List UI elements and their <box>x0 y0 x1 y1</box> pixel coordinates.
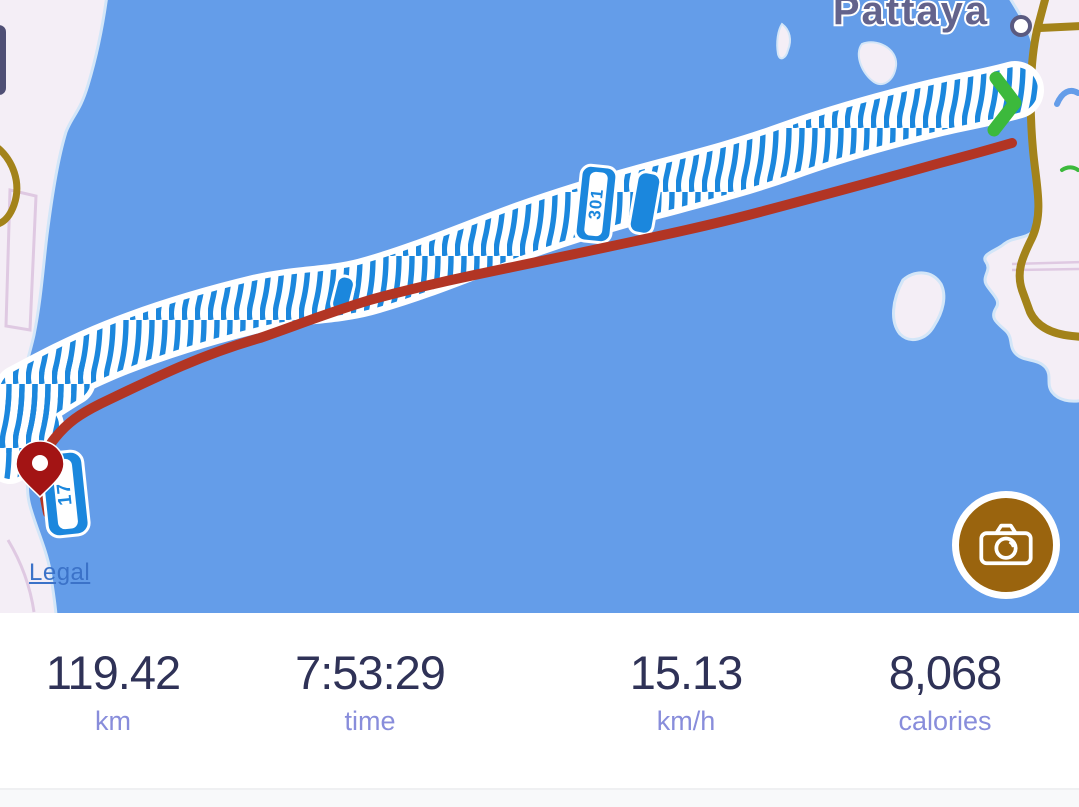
camera-button[interactable] <box>952 491 1060 599</box>
city-label: Pattaya <box>833 0 989 33</box>
route-track <box>0 61 1044 484</box>
island-large <box>892 271 946 342</box>
location-pin-icon <box>15 440 65 499</box>
road-minor-west-2 <box>6 539 36 613</box>
park-mark <box>1060 165 1079 172</box>
city-marker-icon <box>1010 15 1032 37</box>
stat-value-speed: 15.13 <box>629 646 744 699</box>
section-divider <box>0 788 1079 790</box>
footer-strip <box>0 790 1079 807</box>
stat-label-distance: km <box>95 706 131 736</box>
route-end-chevron-icon <box>987 71 1022 137</box>
road-major-west <box>0 145 21 227</box>
stat-label-calories: calories <box>898 706 992 736</box>
activity-stats-row: 119.42 km 7:53:29 time 15.13 km/h 8,068 … <box>0 645 1079 755</box>
camera-icon <box>979 523 1033 566</box>
legal-link[interactable]: Legal <box>29 559 91 586</box>
route-map[interactable]: 301 17 Pattaya Legal <box>0 0 1079 613</box>
map-poi-fragment <box>0 25 6 95</box>
route-line-red <box>37 138 1017 518</box>
stat-value-distance: 119.42 <box>45 646 181 699</box>
stat-value-time: 7:53:29 <box>295 646 446 699</box>
island-small <box>857 41 898 85</box>
stat-label-time: time <box>344 706 396 736</box>
shield-number-label: 301 <box>585 187 607 220</box>
stat-label-speed: km/h <box>656 706 716 736</box>
stat-calories: 8,068 calories <box>833 645 1057 737</box>
route-shield-icon: 301 <box>330 163 663 314</box>
stat-distance: 119.42 km <box>13 645 213 737</box>
stat-value-calories: 8,068 <box>888 646 1003 699</box>
island-sliver <box>776 22 791 60</box>
stat-speed: 15.13 km/h <box>574 645 798 737</box>
creek <box>1054 87 1079 107</box>
road-minor-west <box>4 188 38 332</box>
stat-time: 7:53:29 time <box>258 645 482 737</box>
road-major-east-branch <box>1039 22 1079 32</box>
start-shield-number-label: 17 <box>53 481 76 506</box>
